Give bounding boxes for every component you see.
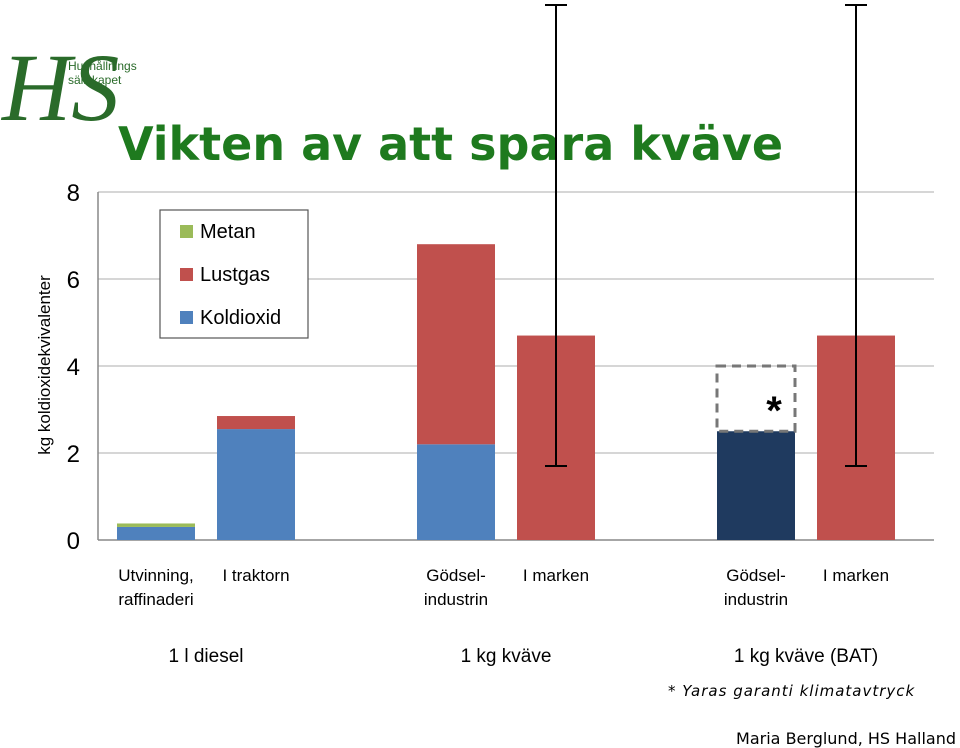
legend-swatch-koldioxid [180, 311, 193, 324]
y-tick-label: 4 [67, 354, 80, 381]
hushallningssallskapet-logo: HS Hushållnings sällskapet [0, 34, 137, 141]
group-label: 1 kg kväve [461, 646, 552, 667]
legend-swatch-metan [180, 225, 193, 238]
x-tick-label: I marken [523, 566, 589, 585]
y-tick-label: 6 [67, 267, 80, 294]
bar-segment-koldioxid [217, 429, 295, 540]
legend: Metan Lustgas Koldioxid [159, 209, 309, 339]
annotation: * [715, 364, 797, 433]
x-tick-label: I marken [823, 566, 889, 585]
logo-name-line1: Hushållnings [68, 59, 137, 73]
bar-segment-metan [117, 523, 195, 527]
bar-segment-koldioxid [417, 444, 495, 540]
credit: Maria Berglund, HS Halland [736, 729, 956, 748]
group-label: 1 kg kväve (BAT) [734, 646, 878, 667]
bar-segment-koldioxid [717, 431, 795, 540]
y-tick-labels: 0 2 4 6 8 [67, 180, 80, 555]
y-tick-label: 0 [67, 528, 80, 555]
bar-segment-koldioxid [117, 526, 195, 540]
y-tick-label: 8 [67, 180, 80, 207]
legend-label-metan: Metan [200, 221, 256, 243]
asterisk-marker: * [766, 389, 782, 433]
group-labels: 1 l diesel 1 kg kväve 1 kg kväve (BAT) [169, 646, 879, 667]
footnote: * Yaras garanti klimatavtryck [668, 682, 916, 700]
bar-segment-lustgas [417, 244, 495, 445]
group-label: 1 l diesel [169, 646, 244, 667]
y-axis-label: kg koldioxidekvivalenter [35, 275, 54, 455]
chart-title: Vikten av att spara kväve [118, 117, 783, 171]
legend-swatch-lustgas [180, 268, 193, 281]
x-tick-labels: Utvinning, raffinaderi I traktorn Gödsel-in… [118, 566, 889, 609]
dashed-potential-box [715, 364, 797, 433]
legend-label-lustgas: Lustgas [200, 264, 270, 286]
logo-name-line2: sällskapet [68, 73, 122, 87]
legend-label-koldioxid: Koldioxid [200, 307, 281, 329]
x-tick-label: I traktorn [222, 566, 289, 585]
x-tick-label: Gödsel-industrin [724, 566, 788, 609]
x-tick-label: Utvinning, raffinaderi [118, 566, 194, 609]
bar-segment-lustgas [217, 416, 295, 430]
x-tick-label: Gödsel-industrin [424, 566, 488, 609]
error-bars [545, 3, 867, 468]
logo-letters: HS [0, 34, 119, 141]
y-tick-label: 2 [67, 441, 80, 468]
